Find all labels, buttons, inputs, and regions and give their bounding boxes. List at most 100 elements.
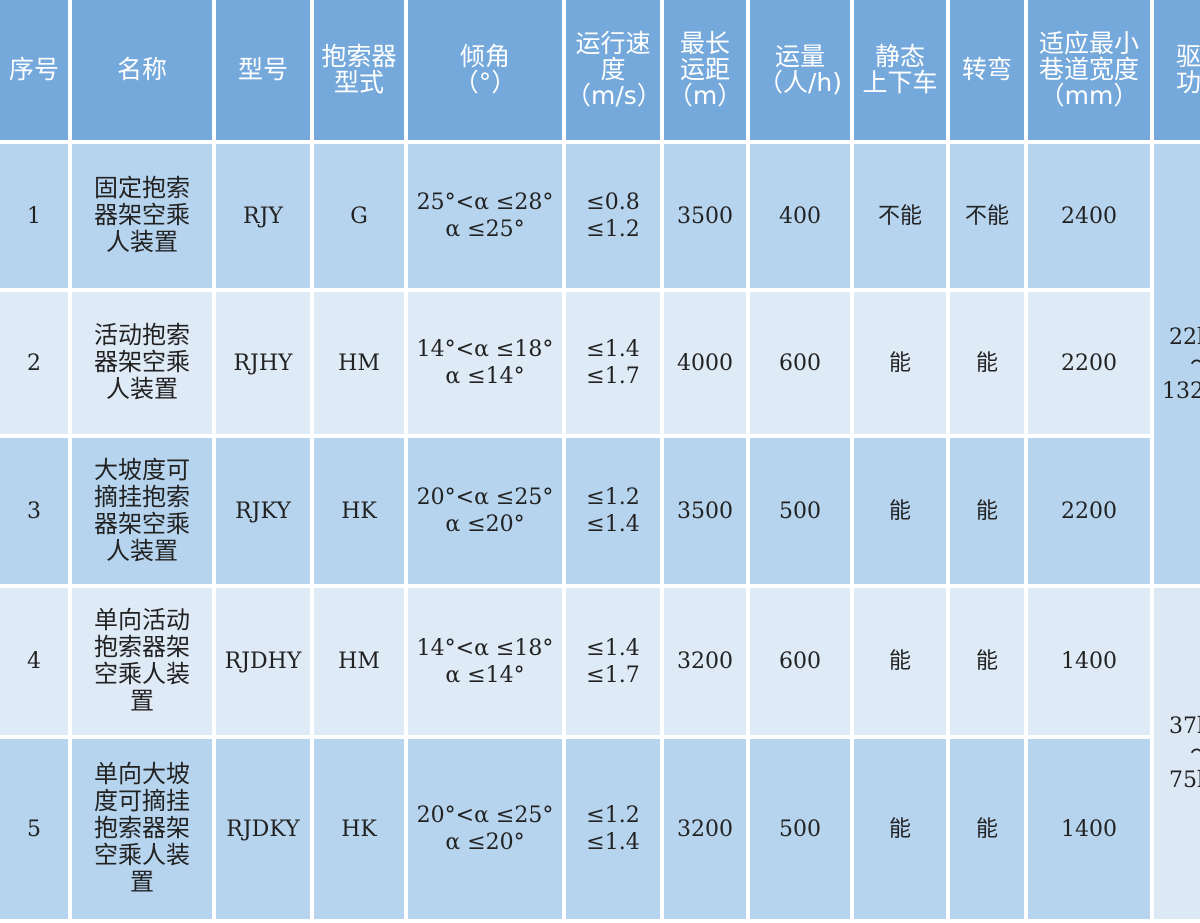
- cell-number: 1: [0, 144, 68, 288]
- header-line: 型号: [237, 55, 288, 84]
- header-line: 最长: [679, 29, 730, 58]
- cell-min-width: 2200: [1028, 292, 1150, 434]
- column-header: 序号: [0, 0, 68, 140]
- cell-model: RJHY: [216, 292, 310, 434]
- cell-min-width: 2200: [1028, 438, 1150, 584]
- cell-grip-type: HM: [314, 588, 404, 735]
- speed-line: ≤1.7: [586, 662, 640, 688]
- column-header: 型号: [216, 0, 310, 140]
- power-line: ～: [1154, 740, 1200, 767]
- angle-line: 20°<α ≤25°: [416, 803, 554, 828]
- cell-distance: 3200: [664, 588, 746, 735]
- header-line: 巷道宽度: [1038, 55, 1139, 84]
- speed-line: ≤1.2: [586, 485, 640, 510]
- header-line: 功率: [1175, 68, 1200, 97]
- cell-turning: 能: [950, 292, 1024, 434]
- cell-model: RJDKY: [216, 739, 310, 919]
- cell-grip-type: G: [314, 144, 404, 288]
- cell-min-width: 1400: [1028, 588, 1150, 735]
- header-line: （m/s）: [566, 81, 662, 110]
- cell-speed: ≤1.2 ≤1.4: [566, 438, 660, 584]
- cell-name: 固定抱索器架空乘人装置: [72, 144, 212, 288]
- angle-line: α ≤20°: [445, 512, 525, 537]
- name-text: 单向活动抱索器架空乘人装置: [94, 606, 190, 715]
- header-line: 运距: [679, 55, 730, 84]
- table-row: 3 大坡度可摘挂抱索器架空乘人装置 RJKY HK 20°<α ≤25° α ≤20° ≤1…: [0, 438, 1200, 584]
- angle-line: 14°<α ≤18°: [416, 635, 554, 661]
- header-line: 序号: [8, 55, 59, 84]
- cell-model: RJDHY: [216, 588, 310, 735]
- speed-line: ≤1.4: [586, 830, 640, 855]
- cell-min-width: 2400: [1028, 144, 1150, 288]
- speed-line: ≤1.7: [586, 364, 640, 389]
- table-row: 4 单向活动抱索器架空乘人装置 RJDHY HM 14°<α ≤18° α ≤14° ≤1.…: [0, 588, 1200, 919]
- cell-angle: 25°<α ≤28° α ≤25°: [408, 144, 562, 288]
- table-row: 1 固定抱索器架空乘人装置 RJY G 25°<α ≤28° α ≤25° ≤0.8 ≤1.2…: [0, 144, 1200, 584]
- header-line: （mm）: [1039, 81, 1139, 110]
- cell-speed: ≤1.4 ≤1.7: [566, 292, 660, 434]
- cell-number: 4: [0, 588, 68, 735]
- angle-line: α ≤20°: [445, 830, 525, 855]
- cell-speed: ≤0.8 ≤1.2: [566, 144, 660, 288]
- angle-line: 14°<α ≤18°: [416, 337, 554, 362]
- cell-min-width: 1400: [1028, 739, 1150, 919]
- header-line: 倾角: [459, 42, 510, 71]
- cell-capacity: 400: [750, 144, 850, 288]
- cell-number: 3: [0, 438, 68, 584]
- angle-line: α ≤14°: [445, 364, 525, 389]
- cell-turning: 能: [950, 739, 1024, 919]
- cell-turning: 能: [950, 588, 1024, 735]
- power-line: 75kW: [1169, 768, 1200, 793]
- cell-turning: 能: [950, 438, 1024, 584]
- name-text: 大坡度可摘挂抱索器架空乘人装置: [94, 455, 190, 565]
- header-line: 适应最小: [1038, 29, 1139, 58]
- angle-line: α ≤25°: [445, 217, 525, 242]
- name-text: 活动抱索器架空乘人装置: [94, 321, 190, 403]
- cell-name: 单向活动抱索器架空乘人装置: [72, 588, 212, 735]
- cell-name: 单向大坡度可摘挂抱索器架空乘人装置: [72, 739, 212, 919]
- cell-name: 大坡度可摘挂抱索器架空乘人装置: [72, 438, 212, 584]
- cell-capacity: 500: [750, 739, 850, 919]
- cell-grip-type: HM: [314, 292, 404, 434]
- power-line: ～: [1154, 351, 1200, 378]
- angle-line: α ≤14°: [445, 662, 525, 688]
- cell-capacity: 600: [750, 588, 850, 735]
- column-header: 转弯: [950, 0, 1024, 140]
- cell-distance: 3500: [664, 144, 746, 288]
- power-line: 132kW: [1162, 378, 1200, 404]
- cell-grip-type: HK: [314, 438, 404, 584]
- cell-static-boarding: 能: [854, 292, 946, 434]
- cell-model: RJY: [216, 144, 310, 288]
- cell-name: 活动抱索器架空乘人装置: [72, 292, 212, 434]
- speed-line: ≤1.2: [586, 803, 640, 828]
- cell-distance: 3200: [664, 739, 746, 919]
- cell-drive-power: 37kW～75kW: [1154, 588, 1200, 919]
- header-line: 型式: [333, 68, 384, 97]
- table-row: 5 单向大坡度可摘挂抱索器架空乘人装置 RJDKY HK 20°<α ≤25° α ≤20…: [0, 739, 1200, 919]
- cell-speed: ≤1.4 ≤1.7: [566, 588, 660, 735]
- header-line: （°）: [453, 68, 517, 97]
- name-text: 固定抱索器架空乘人装置: [94, 174, 190, 256]
- header-row: 序号 名称 型号 抱索器 型式 倾角 （°） 运行速度（m/s） 最长 运距 （m） 运量 （人/h) 静…: [0, 0, 1200, 140]
- cell-capacity: 600: [750, 292, 850, 434]
- header-line: 运量: [774, 42, 825, 71]
- name-text: 单向大坡度可摘挂抱索器架空乘人装置: [94, 760, 190, 896]
- speed-line: ≤1.4: [586, 337, 640, 362]
- angle-line: 20°<α ≤25°: [416, 485, 554, 510]
- column-header: 驱动功率: [1154, 0, 1200, 140]
- header-line: 上下车: [862, 68, 938, 97]
- column-header: 适应最小 巷道宽度 （mm）: [1028, 0, 1150, 140]
- header-line: 度: [600, 55, 626, 84]
- cell-angle: 14°<α ≤18° α ≤14°: [408, 292, 562, 434]
- column-header: 抱索器 型式: [314, 0, 404, 140]
- header-line: （人/h): [757, 68, 843, 97]
- power-line: 37kW: [1169, 714, 1200, 739]
- cell-number: 5: [0, 739, 68, 919]
- speed-line: ≤1.2: [586, 217, 640, 242]
- cell-static-boarding: 不能: [854, 144, 946, 288]
- column-header: 运量 （人/h): [750, 0, 850, 140]
- column-header: 最长 运距 （m）: [664, 0, 746, 140]
- angle-line: 25°<α ≤28°: [416, 190, 554, 215]
- power-line: 22kW: [1169, 324, 1200, 350]
